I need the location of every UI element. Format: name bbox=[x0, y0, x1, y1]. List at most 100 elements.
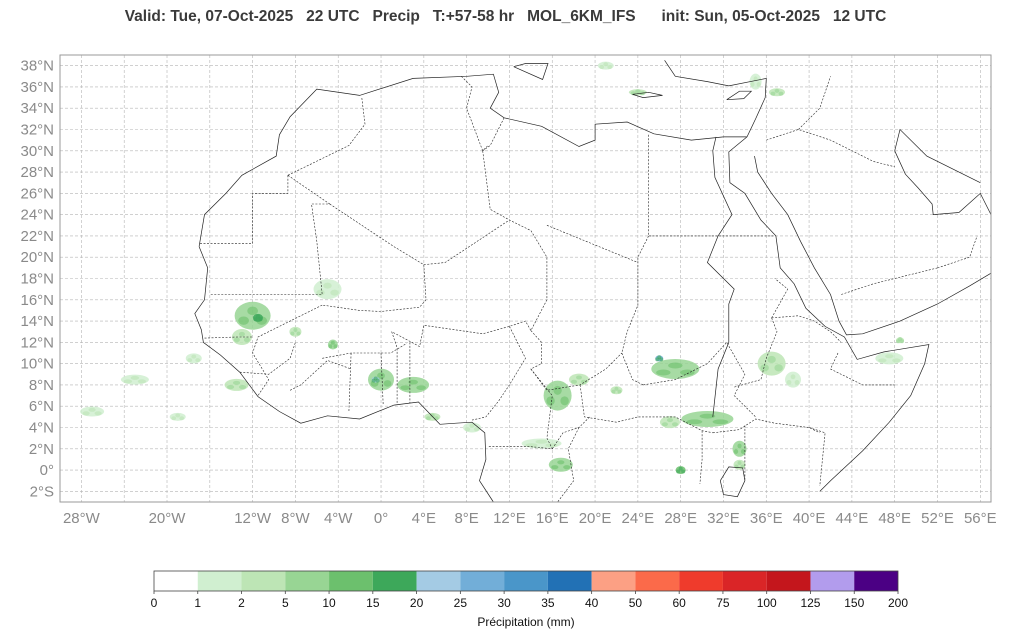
colorbar-swatch bbox=[635, 571, 680, 591]
precip-core bbox=[535, 439, 548, 444]
cyprus bbox=[726, 90, 753, 101]
precip-core bbox=[469, 423, 475, 428]
precip-core bbox=[408, 379, 418, 385]
precip-core bbox=[333, 344, 338, 349]
country-border bbox=[546, 225, 639, 263]
africa-north-coast bbox=[198, 73, 747, 247]
lat-label: 0° bbox=[40, 462, 54, 479]
lon-label: 24°E bbox=[622, 510, 655, 527]
lat-label: 38°N bbox=[20, 58, 54, 75]
lat-label: 2°S bbox=[30, 483, 54, 500]
colorbar-tick-label: 2 bbox=[238, 596, 245, 610]
colorbar-tick-label: 125 bbox=[800, 596, 820, 610]
precip-core bbox=[293, 327, 298, 332]
lon-label: 36°E bbox=[750, 510, 783, 527]
lat-label: 30°N bbox=[20, 143, 54, 160]
precip-core bbox=[666, 418, 673, 423]
colorbar-tick-label: 15 bbox=[366, 596, 380, 610]
country-border bbox=[937, 235, 978, 269]
precip-core bbox=[699, 413, 716, 419]
colorbar-ticks: 0 1 2 5 10 15 20 25 30 35 40 50 60 75 100 125 150 200 bbox=[151, 591, 908, 610]
lon-label: 48°E bbox=[878, 510, 911, 527]
colorbar-swatch bbox=[547, 571, 592, 591]
precip-core bbox=[545, 443, 558, 448]
precip-core bbox=[892, 358, 901, 363]
latitude-labels: 38°N 36°N 34°N 32°N 30°N 28°N 26°N 24°N 22°N 20°N… bbox=[20, 58, 54, 501]
precip-core bbox=[253, 317, 258, 322]
colorbar-tick-label: 60 bbox=[672, 596, 686, 610]
country-border bbox=[552, 416, 590, 449]
country-border bbox=[530, 330, 623, 391]
precip-core bbox=[546, 396, 555, 406]
precip-cell bbox=[548, 457, 573, 472]
colorbar-tick-label: 200 bbox=[888, 596, 908, 610]
country-border bbox=[380, 352, 384, 406]
precip-core bbox=[770, 91, 776, 96]
colorbar-tick-label: 5 bbox=[282, 596, 289, 610]
colorbar-tick-label: 20 bbox=[410, 596, 424, 610]
africa-west-coast bbox=[194, 246, 494, 503]
precip-core bbox=[614, 386, 619, 391]
precip-core bbox=[676, 469, 681, 474]
colorbar-swatch bbox=[416, 571, 461, 591]
precip-core bbox=[430, 413, 435, 418]
country-border bbox=[287, 97, 366, 176]
country-border bbox=[199, 175, 289, 244]
precip-core bbox=[611, 389, 616, 394]
country-border bbox=[766, 129, 895, 168]
africa-east-coast bbox=[728, 136, 930, 492]
precip-core bbox=[778, 91, 784, 96]
country-border bbox=[482, 150, 510, 221]
lon-label: 8°W bbox=[281, 510, 310, 527]
lon-label: 32°E bbox=[707, 510, 740, 527]
precip-core bbox=[330, 289, 339, 296]
colorbar-swatch bbox=[854, 571, 898, 591]
precip-core bbox=[733, 449, 739, 454]
precip-core bbox=[238, 385, 247, 390]
country-border bbox=[699, 430, 703, 484]
country-border bbox=[734, 317, 778, 388]
lat-label: 28°N bbox=[20, 164, 54, 181]
precip-core bbox=[551, 465, 559, 470]
colorbar-swatch bbox=[285, 571, 330, 591]
colorbar-swatch bbox=[241, 571, 286, 591]
precip-core bbox=[130, 375, 140, 380]
precip-core bbox=[760, 364, 769, 372]
lat-label: 6°N bbox=[29, 398, 54, 415]
country-border bbox=[771, 315, 842, 343]
map-frame bbox=[59, 54, 992, 503]
precip-core bbox=[255, 314, 260, 319]
lon-label: 8°E bbox=[454, 510, 478, 527]
lon-label: 20°E bbox=[579, 510, 612, 527]
country-border bbox=[239, 342, 296, 375]
precip-core bbox=[557, 460, 565, 465]
precip-cell bbox=[234, 301, 271, 330]
lat-label: 26°N bbox=[20, 185, 54, 202]
lat-label: 10°N bbox=[20, 356, 54, 373]
precip-core bbox=[171, 416, 177, 421]
colorbar-tick-label: 25 bbox=[454, 596, 468, 610]
country-border bbox=[461, 76, 489, 152]
nile-river bbox=[706, 136, 735, 417]
precipitation-map: 38°N 36°N 34°N 32°N 30°N 28°N 26°N 24°N 22°N 20°N… bbox=[20, 54, 997, 527]
precip-core bbox=[603, 62, 609, 67]
precip-core bbox=[599, 65, 605, 70]
precip-core bbox=[94, 411, 102, 416]
lon-label: 12°W bbox=[234, 510, 272, 527]
coastlines-and-borders bbox=[194, 60, 992, 503]
precip-core bbox=[750, 82, 755, 87]
country-border bbox=[391, 219, 548, 348]
lat-label: 12°N bbox=[20, 334, 54, 351]
colorbar-swatch bbox=[329, 571, 373, 591]
country-border bbox=[557, 427, 580, 503]
country-border bbox=[841, 267, 938, 295]
colorbar-swatch bbox=[460, 571, 505, 591]
precip-core bbox=[885, 354, 894, 359]
precip-core bbox=[878, 358, 887, 363]
colorbar-tick-label: 10 bbox=[322, 596, 336, 610]
lat-label: 22°N bbox=[20, 228, 54, 245]
colorbar-swatch bbox=[810, 571, 855, 591]
precip-core bbox=[680, 369, 695, 376]
precip-core bbox=[671, 422, 678, 427]
precip-core bbox=[659, 357, 664, 362]
